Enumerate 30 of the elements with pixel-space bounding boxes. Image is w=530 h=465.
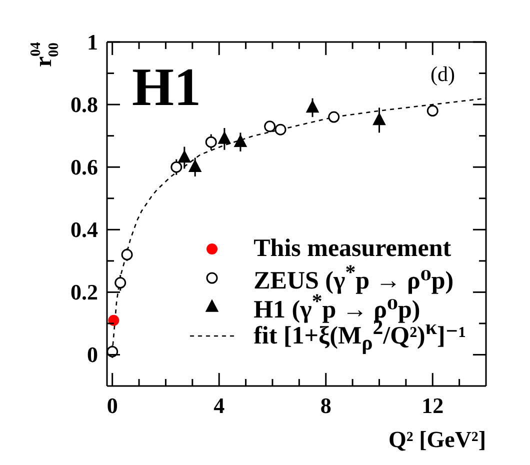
- point: [218, 132, 231, 144]
- point: [372, 112, 386, 126]
- point: [121, 248, 133, 260]
- x-tick-label: 4: [214, 393, 225, 418]
- point: [264, 120, 276, 132]
- legend-label: This measurement: [254, 235, 452, 262]
- x-tick-label: 0: [106, 393, 118, 418]
- y-tick-label: 1: [87, 30, 98, 54]
- point: [114, 277, 126, 289]
- point: [188, 160, 202, 172]
- y-tick-label: 0: [87, 342, 98, 368]
- x-axis-title: Q² [GeV²]: [388, 427, 486, 452]
- point: [170, 161, 182, 173]
- point: [107, 346, 118, 358]
- point: [178, 150, 191, 163]
- annotation: (d): [430, 62, 455, 86]
- x-tick-label: 8: [320, 393, 332, 418]
- point: [426, 105, 438, 117]
- point: [234, 134, 247, 147]
- point: [205, 136, 217, 148]
- annotation: H1: [132, 57, 202, 117]
- point: [274, 124, 286, 136]
- point: [306, 100, 319, 113]
- x-tick-label: 12: [422, 393, 444, 418]
- point: [328, 111, 340, 123]
- y-tick-label: 0.4: [70, 217, 98, 242]
- y-tick-label: 0.8: [70, 92, 98, 118]
- y-tick-label: 0.2: [70, 280, 98, 305]
- y-tick-label: 0.6: [70, 154, 98, 180]
- point: [108, 314, 120, 326]
